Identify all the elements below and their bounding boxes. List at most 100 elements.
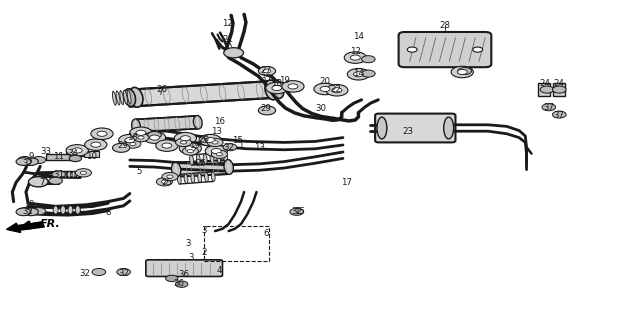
Circle shape	[148, 132, 161, 139]
Text: 21: 21	[222, 35, 233, 44]
Text: 32: 32	[22, 207, 33, 216]
Circle shape	[176, 281, 188, 287]
Text: 24: 24	[540, 79, 551, 88]
Circle shape	[18, 156, 32, 164]
Circle shape	[167, 175, 173, 178]
Text: 37: 37	[543, 103, 554, 112]
Polygon shape	[176, 160, 229, 177]
Circle shape	[150, 135, 159, 140]
Circle shape	[223, 144, 237, 151]
Circle shape	[32, 208, 46, 215]
Circle shape	[258, 106, 276, 115]
Circle shape	[362, 56, 375, 63]
Circle shape	[552, 111, 566, 118]
Text: 15: 15	[294, 207, 305, 216]
Ellipse shape	[177, 174, 181, 184]
Ellipse shape	[197, 154, 200, 164]
Ellipse shape	[61, 206, 66, 214]
Bar	[46, 154, 72, 160]
Circle shape	[362, 70, 375, 77]
Text: 25: 25	[161, 178, 172, 187]
Circle shape	[552, 86, 566, 93]
Ellipse shape	[190, 155, 193, 165]
Circle shape	[138, 136, 144, 139]
Text: 19: 19	[189, 141, 200, 150]
Circle shape	[130, 127, 152, 139]
Text: 23: 23	[402, 127, 413, 136]
Circle shape	[272, 85, 282, 91]
Ellipse shape	[124, 90, 127, 104]
Text: 32: 32	[80, 269, 91, 278]
Text: 14: 14	[353, 69, 364, 78]
Circle shape	[18, 208, 32, 215]
Circle shape	[49, 177, 62, 184]
Ellipse shape	[64, 171, 67, 178]
Circle shape	[332, 88, 342, 93]
Text: 15: 15	[232, 136, 243, 145]
Text: 10: 10	[86, 152, 97, 161]
Text: 13: 13	[211, 127, 222, 136]
Circle shape	[344, 52, 366, 63]
Circle shape	[451, 66, 473, 78]
Ellipse shape	[53, 206, 58, 214]
Ellipse shape	[203, 154, 207, 164]
Ellipse shape	[77, 171, 79, 178]
Circle shape	[353, 72, 363, 77]
Circle shape	[288, 84, 298, 89]
Circle shape	[473, 47, 483, 52]
Bar	[84, 151, 99, 157]
Circle shape	[156, 140, 178, 151]
Circle shape	[540, 86, 554, 93]
Bar	[538, 83, 550, 96]
FancyBboxPatch shape	[375, 114, 455, 142]
Text: 29: 29	[117, 141, 128, 150]
Circle shape	[199, 134, 221, 146]
Text: 25: 25	[195, 159, 206, 168]
Circle shape	[211, 148, 221, 154]
Text: 14: 14	[353, 32, 364, 41]
Ellipse shape	[68, 171, 71, 178]
Circle shape	[130, 142, 136, 146]
Text: 19: 19	[279, 76, 290, 85]
Text: 20: 20	[320, 77, 331, 86]
Ellipse shape	[210, 153, 214, 164]
Text: FR.: FR.	[40, 219, 61, 229]
Circle shape	[52, 171, 66, 178]
Circle shape	[23, 158, 38, 165]
Text: 26: 26	[156, 85, 167, 94]
Circle shape	[112, 143, 130, 152]
Circle shape	[207, 138, 223, 147]
Circle shape	[350, 55, 360, 60]
Circle shape	[28, 177, 48, 187]
Text: 17: 17	[341, 178, 352, 187]
FancyBboxPatch shape	[146, 260, 222, 276]
Circle shape	[185, 146, 195, 151]
Circle shape	[282, 81, 304, 92]
Text: 12: 12	[222, 20, 233, 28]
Ellipse shape	[205, 172, 208, 182]
Text: 8: 8	[106, 208, 111, 217]
Ellipse shape	[68, 206, 73, 214]
Ellipse shape	[224, 160, 234, 174]
Text: 22: 22	[330, 85, 341, 94]
Text: 7: 7	[40, 178, 44, 187]
Text: 37: 37	[554, 111, 565, 120]
Text: 16: 16	[214, 117, 225, 126]
Circle shape	[290, 208, 303, 215]
Ellipse shape	[120, 91, 124, 105]
Text: 32: 32	[118, 269, 129, 278]
Text: 5: 5	[137, 167, 142, 176]
Bar	[553, 83, 565, 96]
Ellipse shape	[75, 206, 80, 214]
Circle shape	[80, 171, 87, 174]
Text: 2: 2	[201, 248, 206, 257]
Circle shape	[66, 145, 88, 156]
Circle shape	[180, 141, 187, 144]
Text: 24: 24	[554, 79, 565, 88]
Circle shape	[32, 156, 46, 164]
Circle shape	[72, 148, 82, 153]
FancyArrow shape	[7, 222, 44, 233]
Circle shape	[347, 68, 370, 80]
Circle shape	[174, 132, 197, 144]
Ellipse shape	[116, 91, 120, 105]
